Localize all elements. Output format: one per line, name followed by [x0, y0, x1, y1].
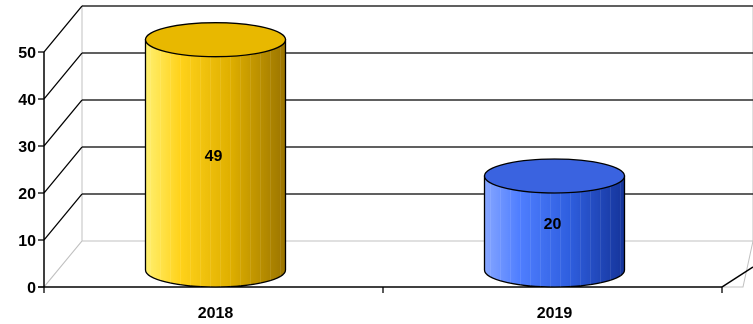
bar-2018[interactable]	[144, 22, 287, 288]
bar-top	[483, 158, 626, 194]
gridline-depth	[43, 99, 83, 147]
gridline-depth	[43, 146, 83, 194]
axes	[38, 51, 723, 293]
gridline-depth	[43, 5, 83, 53]
category-label: 2019	[537, 305, 573, 322]
category-label: 2018	[198, 305, 234, 322]
data-label: 20	[544, 216, 562, 233]
y-tick-label: 50	[18, 45, 36, 62]
bar-shading	[145, 39, 286, 287]
bars	[144, 22, 626, 288]
labels: 0 10 20 30 40 50 49 2018 20 2019	[18, 45, 572, 322]
y-tick-label: 0	[27, 280, 36, 297]
bar-shading	[484, 176, 625, 287]
data-label: 49	[205, 148, 223, 165]
gridline-depth	[43, 52, 83, 100]
y-tick-label: 10	[18, 233, 36, 250]
bar-top	[144, 22, 287, 58]
floor-edge	[721, 266, 753, 288]
bar-2019[interactable]	[483, 158, 626, 288]
gridline-depth	[43, 193, 83, 241]
y-tick-label: 30	[18, 139, 36, 156]
side-wall	[43, 4, 83, 289]
y-tick-label: 40	[18, 92, 36, 109]
y-tick-label: 20	[18, 186, 36, 203]
